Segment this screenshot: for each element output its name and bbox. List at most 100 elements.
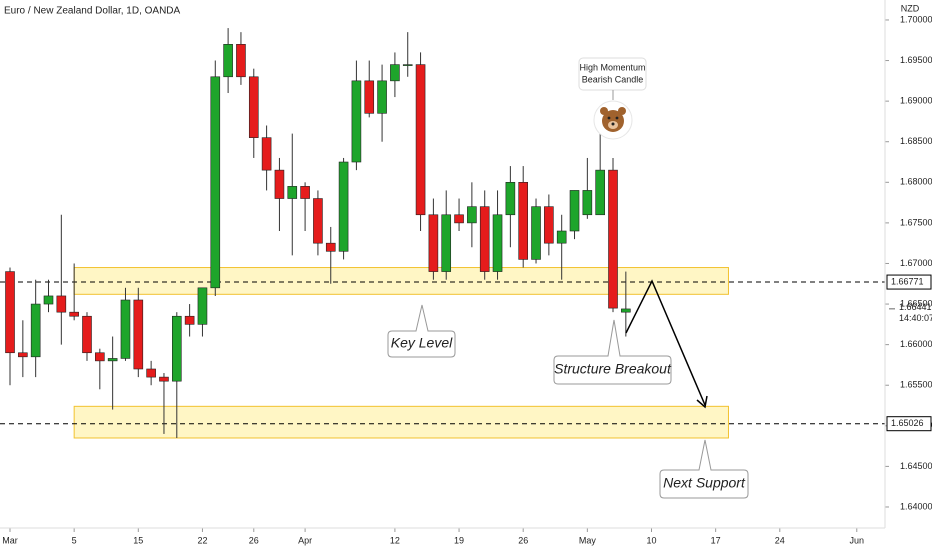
zones (0, 267, 885, 439)
candle-body (159, 376, 169, 382)
bear-eye (615, 116, 619, 120)
zone (73, 267, 729, 295)
candle-body (300, 186, 310, 199)
callout-box (387, 304, 456, 358)
candle-body (5, 271, 15, 354)
x-tick-label: 15 (133, 535, 143, 545)
candle-body (223, 44, 233, 78)
candle-body (505, 182, 516, 216)
candle-body (146, 368, 156, 378)
x-tick-label: 24 (775, 535, 785, 545)
candle-body (197, 287, 208, 325)
y-tick-label: 1.66000 (900, 339, 932, 349)
candle-body (428, 214, 439, 272)
candle-body (120, 299, 131, 359)
key-level-callout: Key Level (387, 304, 456, 358)
candle-body (274, 169, 285, 199)
currency: NZD (901, 3, 920, 13)
breakout-callout: Structure Breakout (553, 319, 672, 385)
candle-body (377, 80, 387, 114)
x-tick-label: 10 (646, 535, 656, 545)
y-tick-label: 1.69500 (900, 55, 932, 65)
candle-body (492, 214, 503, 272)
candle-body (261, 137, 272, 171)
level-tag (886, 416, 932, 432)
candle-body (582, 190, 593, 216)
x-tick-label: Mar (2, 535, 18, 545)
x-tick-label: Jun (850, 535, 865, 545)
candle-body (30, 303, 41, 358)
candle-body (415, 64, 426, 216)
candle-body (390, 64, 400, 82)
bear-ear (618, 107, 626, 115)
y-tick-label: 1.66500 (900, 298, 932, 308)
candle-body (236, 44, 246, 78)
candle-body (595, 169, 605, 216)
candle-body (107, 358, 118, 362)
candle-body (338, 161, 349, 252)
x-tick-label: 22 (197, 535, 207, 545)
countdown: 14:40:07 (899, 313, 932, 323)
last-price: 1.66441 (899, 302, 932, 312)
x-tick-label: 26 (249, 535, 259, 545)
candle-body (608, 169, 618, 309)
candle-body (325, 242, 336, 252)
y-tick-label: 1.69000 (900, 96, 932, 106)
candle-body (544, 206, 554, 244)
projection (625, 279, 706, 406)
bear-eye (607, 116, 611, 120)
y-tick-label: 1.68500 (900, 136, 932, 146)
candle-body (287, 186, 298, 199)
momentum-callout: High Momentum Bearish Candle (578, 57, 647, 140)
candle-body (531, 206, 541, 260)
level-label: 1.66771 (891, 276, 924, 286)
y-tick-label: 1.67000 (900, 258, 932, 268)
candle-body (95, 352, 105, 362)
x-tick-label: Apr (298, 535, 312, 545)
level-tag (886, 274, 932, 290)
candle-body (402, 64, 413, 66)
callout-text: Bearish Candle (582, 74, 644, 84)
candle-body (171, 315, 182, 382)
chart-title: Euro / New Zealand Dollar, 1D, OANDA (4, 6, 181, 17)
candle-body (210, 76, 221, 289)
candle-body (569, 190, 580, 232)
candle-body (454, 214, 464, 224)
y-tick-label: 1.68000 (900, 177, 932, 187)
bear-ear (600, 107, 608, 115)
candle-body (467, 206, 477, 224)
candle-body (518, 182, 528, 260)
y-tick-label: 1.67500 (900, 217, 932, 227)
callout-text: Key Level (391, 335, 453, 351)
candle-body (82, 315, 92, 354)
callout-text: Structure Breakout (554, 361, 672, 377)
y-tick-label: 1.65500 (900, 380, 932, 390)
x-tick-label: 19 (454, 535, 464, 545)
candles (5, 28, 631, 438)
x-tick-label: 17 (711, 535, 721, 545)
candle-body (556, 230, 567, 244)
candle-body (56, 295, 67, 313)
support-callout: Next Support (659, 439, 749, 499)
bear-nose (611, 122, 615, 126)
candle-body (364, 80, 375, 114)
x-tick-label: May (579, 535, 597, 545)
candle-body (441, 214, 452, 272)
candle-body (479, 206, 490, 272)
candle-body (18, 352, 28, 358)
callout-box (659, 439, 749, 499)
x-tick-label: 26 (518, 535, 528, 545)
candle-body (313, 198, 323, 244)
level-label: 1.65026 (891, 418, 924, 428)
callout-box (553, 319, 672, 385)
callout-text: High Momentum (579, 62, 645, 72)
y-tick-label: 1.64000 (900, 501, 932, 511)
axes: 1.70000 1.69500 1.69000 1.68500 1.68000 1.675… (2, 14, 932, 545)
y-tick-label: 1.64500 (900, 461, 932, 471)
y-tick-label: 1.70000 (900, 14, 932, 24)
candle-body (351, 80, 362, 163)
candle-body (43, 295, 54, 305)
candle-body (133, 299, 144, 370)
candle-body (184, 315, 195, 325)
